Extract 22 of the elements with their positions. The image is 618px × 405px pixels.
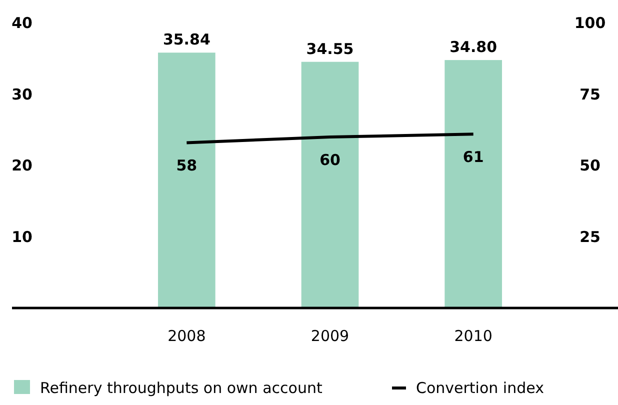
- y-tick-label: 40: [12, 14, 32, 32]
- data-label: 61: [462, 148, 484, 166]
- bar: [158, 52, 216, 308]
- y-tick-label: 10: [12, 228, 32, 246]
- y2-tick-label: 25: [580, 228, 600, 246]
- y2-tick-label: 75: [580, 85, 600, 104]
- legend-label: Refinery throughputs on own account: [40, 379, 322, 397]
- data-label: 34.55: [306, 40, 354, 58]
- y-tick-label: 30: [12, 85, 32, 104]
- data-label: 60: [320, 151, 340, 169]
- x-tick-label: 2008: [168, 327, 206, 345]
- data-label: 58: [176, 156, 198, 175]
- y2-tick-label: 50: [580, 156, 600, 174]
- x-tick-label: 2009: [310, 327, 350, 345]
- bar: [444, 60, 502, 308]
- data-label: 35.84: [162, 30, 210, 49]
- y2-tick-label: 100: [574, 14, 606, 32]
- data-label: 34.80: [450, 38, 498, 56]
- legend-label: Convertion index: [416, 379, 544, 397]
- x-tick-label: 2010: [454, 327, 492, 345]
- bar: [301, 62, 359, 308]
- y-tick-label: 20: [12, 156, 32, 174]
